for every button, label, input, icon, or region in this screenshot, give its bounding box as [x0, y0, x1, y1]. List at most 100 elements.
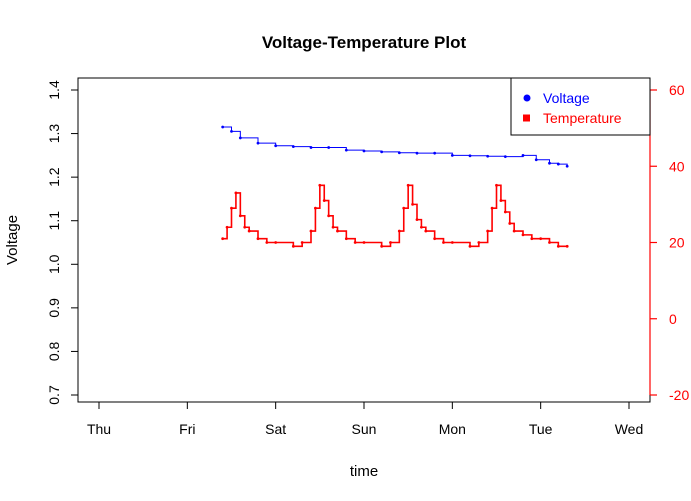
voltage-data-point	[362, 149, 366, 153]
temperature-data-point	[327, 214, 331, 218]
temperature-data-point	[353, 241, 357, 244]
voltage-data-point	[556, 162, 560, 166]
y-tick-label: 0.9	[46, 298, 62, 318]
temperature-data-point	[314, 206, 317, 210]
temperature-data-point	[521, 233, 525, 237]
y-tick-label: 1.2	[46, 167, 62, 187]
voltage-data-point	[534, 158, 538, 162]
legend-label-voltage: Voltage	[543, 90, 590, 106]
temperature-data-point	[415, 218, 419, 222]
temperature-data-point	[291, 244, 295, 248]
temperature-data-point	[221, 237, 225, 241]
legend-marker-temperature	[523, 114, 530, 122]
y-tick-label: 1.3	[46, 124, 62, 144]
temperature-data-point	[508, 222, 512, 225]
x-tick-label: Sat	[265, 421, 286, 437]
voltage-data-point	[433, 151, 437, 155]
voltage-data-point	[230, 129, 233, 133]
x-tick-label: Tue	[529, 421, 553, 437]
voltage-data-point	[309, 146, 313, 149]
temperature-data-point	[380, 244, 384, 248]
temperature-data-point	[336, 229, 339, 233]
temperature-data-point	[362, 241, 366, 244]
temperature-data-point	[318, 183, 322, 187]
voltage-data-point	[238, 136, 242, 140]
voltage-data-point	[397, 151, 401, 155]
y2-tick-label: -20	[669, 387, 689, 403]
temperature-data-point	[539, 237, 543, 241]
legend-box	[510, 77, 651, 136]
x-tick-label: Thu	[87, 421, 111, 437]
temperature-data-point	[331, 225, 335, 229]
temperature-data-point	[265, 241, 269, 244]
y2-tick-label: 20	[669, 235, 685, 251]
x-axis-label: time	[350, 463, 378, 480]
voltage-data-point	[327, 146, 331, 149]
y-tick-label: 1.1	[46, 211, 62, 231]
y-tick-label: 1.0	[46, 254, 62, 274]
x-tick-label: Mon	[439, 421, 466, 437]
temperature-data-point	[468, 244, 472, 248]
y-tick-label: 0.7	[46, 385, 62, 405]
voltage-data-point	[274, 144, 278, 148]
temperature-data-point	[477, 241, 481, 244]
y2-tick-label: 0	[669, 311, 677, 327]
voltage-data-point	[503, 155, 507, 159]
temperature-data-point	[402, 206, 406, 210]
voltage-data-point	[415, 151, 419, 155]
temperature-data-point	[495, 183, 498, 187]
y2-tick-label: 40	[669, 158, 685, 174]
voltage-data-point	[380, 150, 384, 154]
voltage-data-point	[291, 145, 295, 149]
temperature-data-point	[450, 241, 454, 244]
temperature-data-point	[397, 229, 401, 233]
legend: Voltage Temperature	[510, 77, 651, 136]
chart-title: Voltage-Temperature Plot	[262, 33, 467, 52]
temperature-data-point	[486, 229, 490, 233]
temperature-data-point	[322, 199, 326, 202]
temperature-data-point	[442, 241, 445, 244]
temperature-data-point	[234, 191, 238, 195]
temperature-data-point	[309, 229, 313, 233]
temperature-data-point	[424, 229, 428, 233]
temperature-data-point	[530, 237, 534, 241]
temperature-data-point	[247, 229, 251, 233]
temperature-data-point	[389, 241, 392, 244]
voltage-data-point	[450, 153, 454, 157]
temperature-data-point	[548, 241, 551, 244]
temperature-data-point	[274, 241, 278, 244]
temperature-data-point	[433, 237, 437, 241]
voltage-data-point	[221, 125, 225, 129]
temperature-data-point	[344, 237, 348, 241]
x-tick-label: Sun	[352, 421, 377, 437]
temperature-data-point	[490, 206, 494, 210]
temperature-data-point	[556, 244, 560, 248]
chart-marks: Thu Fri Sat Sun Mon Tue Wed 0.7 0.8 0.9 1.0 1.1 1.2 1…	[46, 80, 689, 437]
legend-marker-voltage	[523, 94, 531, 102]
temperature-data-point	[238, 214, 242, 218]
y2-tick-label: 60	[669, 82, 685, 98]
legend-label-temperature: Temperature	[543, 110, 622, 126]
y-tick-label: 1.4	[46, 80, 62, 100]
temperature-data-point	[256, 237, 260, 241]
y-axis-label: Voltage	[4, 215, 21, 265]
voltage-data-point	[468, 154, 472, 158]
voltage-data-point	[548, 161, 551, 165]
temperature-data-point	[230, 206, 233, 210]
temperature-data-point	[225, 225, 229, 229]
x-tick-label: Wed	[615, 421, 644, 437]
temperature-series-line	[222, 184, 568, 248]
temperature-data-point	[420, 225, 423, 229]
voltage-data-point	[256, 141, 260, 145]
x-tick-label: Fri	[179, 421, 195, 437]
voltage-data-point	[344, 148, 348, 152]
temperature-data-point	[411, 202, 414, 206]
temperature-data-point	[512, 229, 516, 233]
temperature-data-point	[406, 183, 410, 187]
temperature-data-point	[243, 225, 247, 229]
voltage-data-point	[565, 164, 569, 168]
temperature-data-point	[499, 199, 503, 202]
voltage-data-point	[521, 153, 525, 157]
temperature-data-point	[300, 241, 304, 244]
